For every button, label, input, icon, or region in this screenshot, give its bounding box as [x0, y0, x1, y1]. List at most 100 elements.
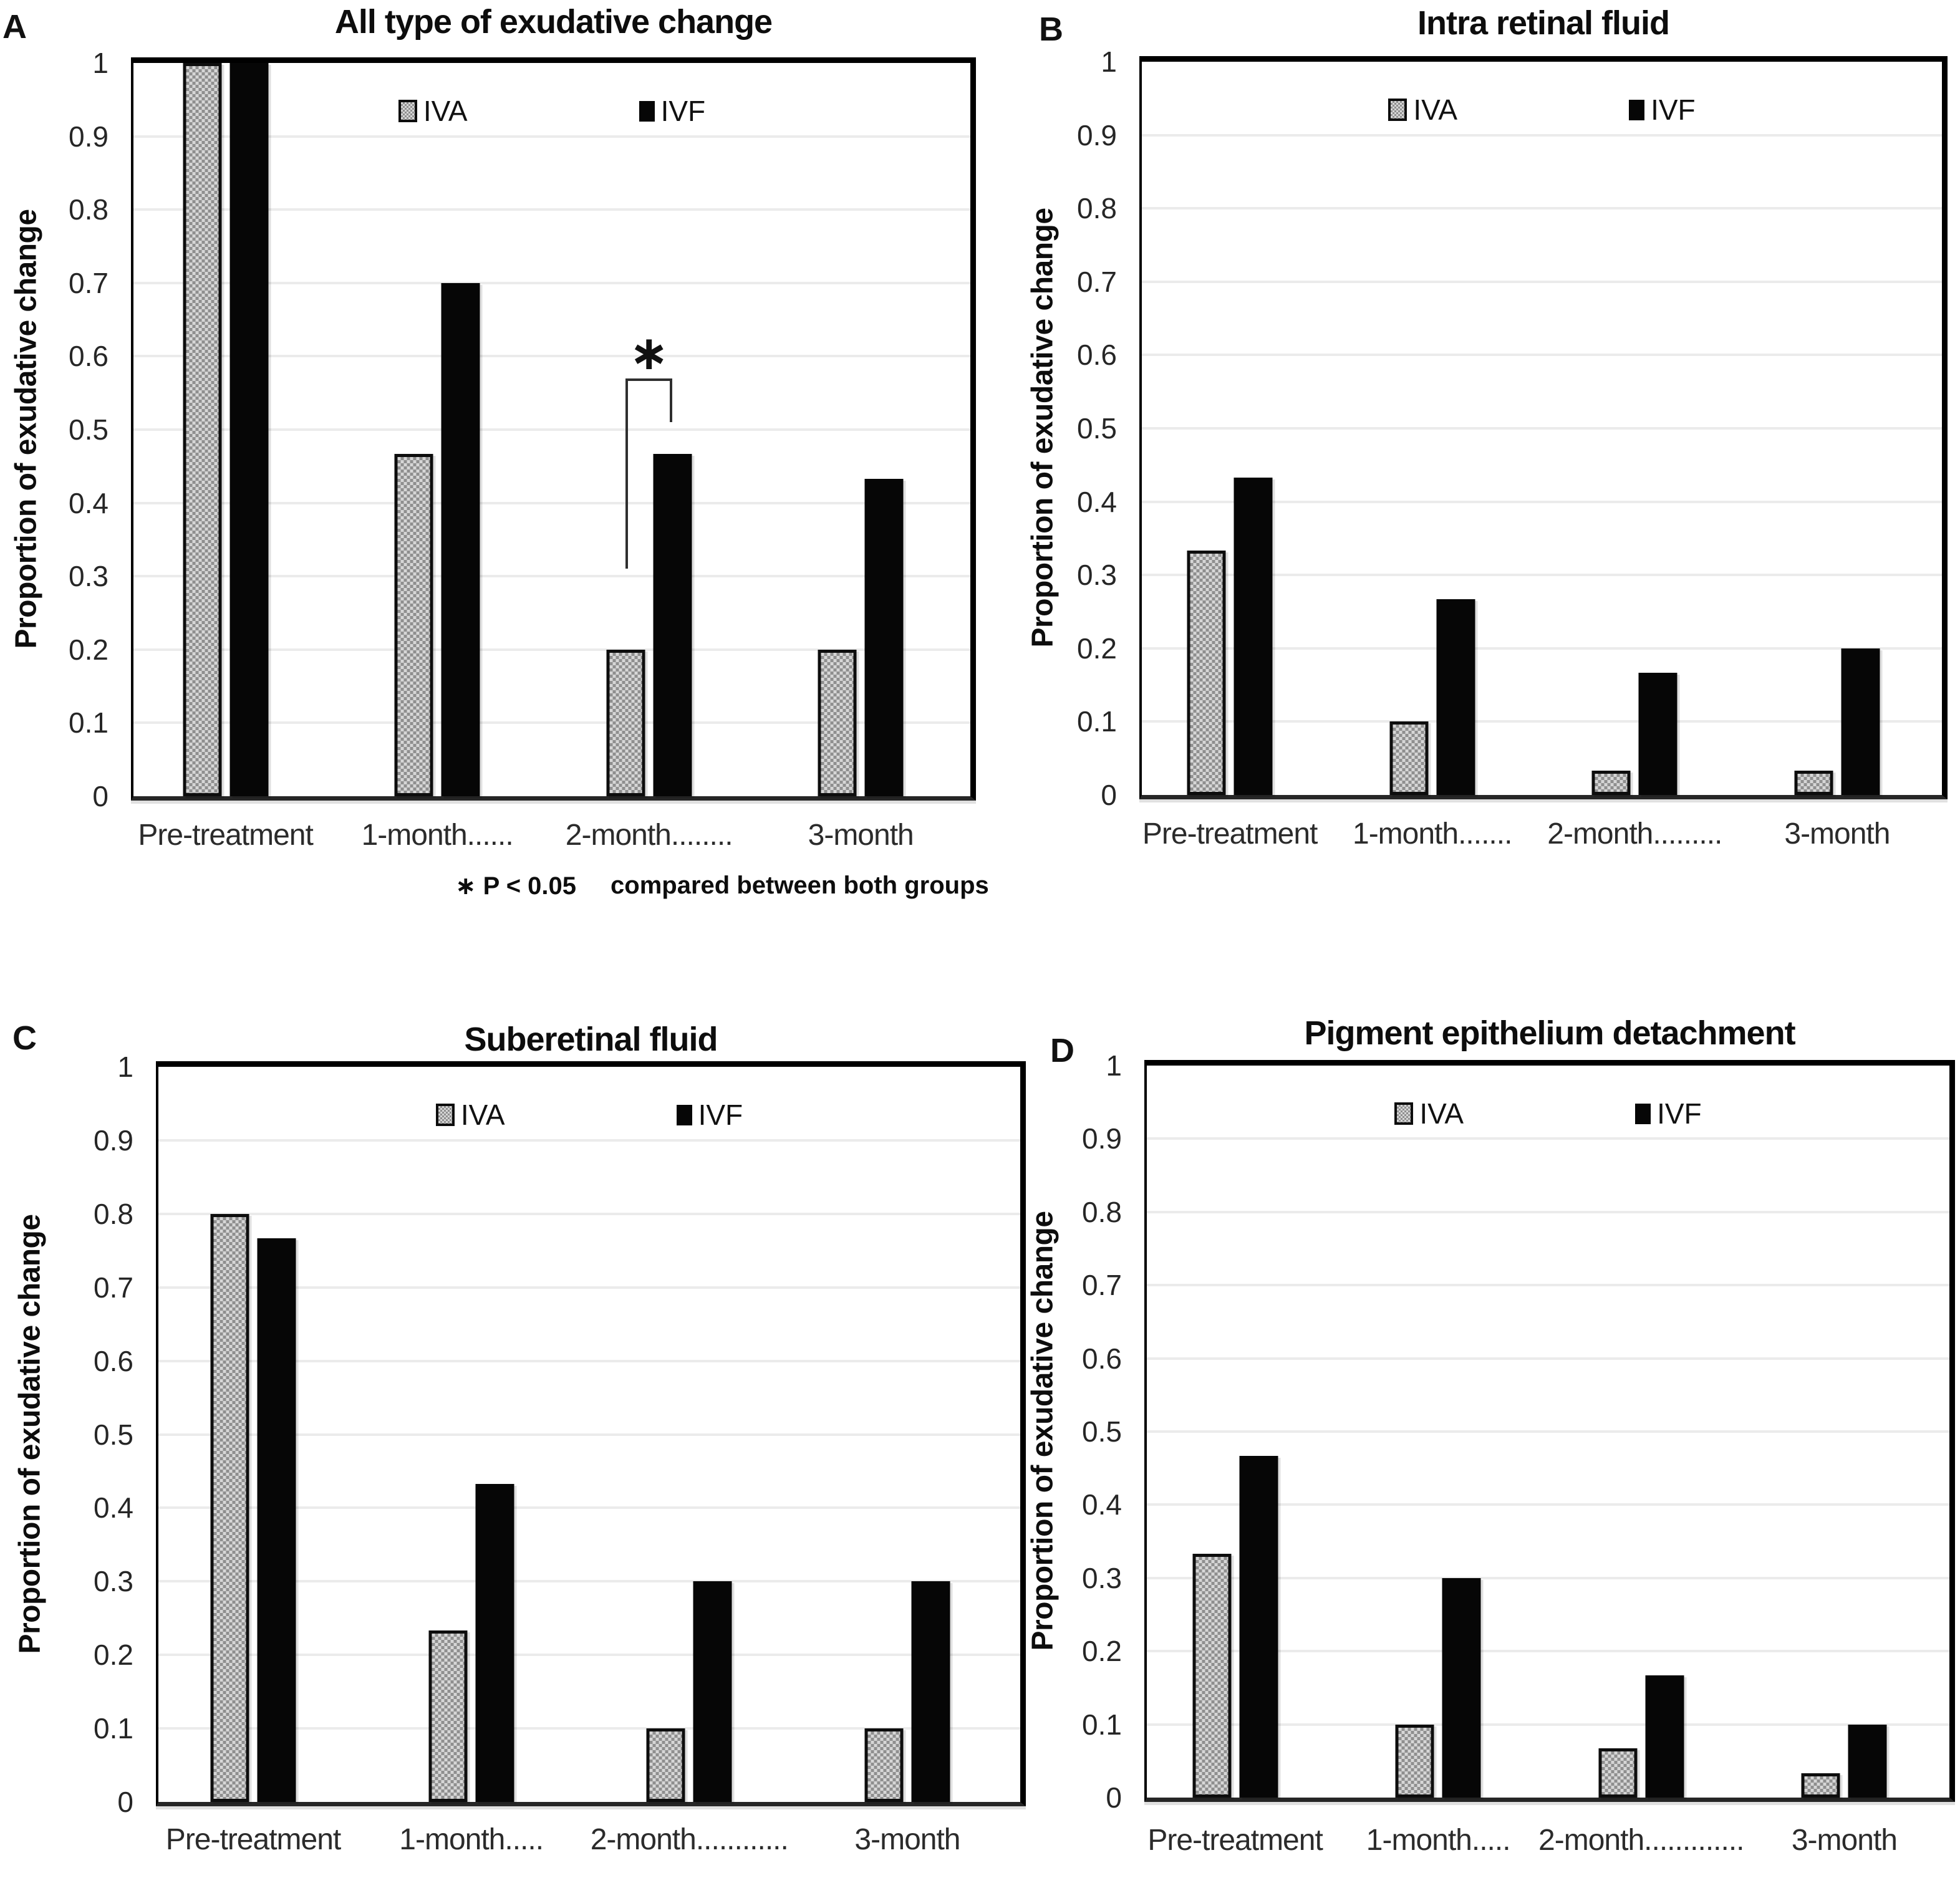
bar-group — [864, 1581, 950, 1802]
bar-ivf — [1436, 599, 1475, 795]
bar-iva — [183, 63, 222, 796]
bar-ivf — [911, 1581, 950, 1802]
bars-layer — [1142, 62, 1942, 795]
y-tick-label: 0.4 — [1077, 485, 1117, 518]
y-tick-label: 0 — [92, 780, 109, 812]
y-tick-label: 1 — [92, 47, 109, 79]
bar-ivf — [1848, 1724, 1887, 1798]
gridline — [1142, 574, 1942, 577]
annotation-layer: ∗ — [133, 63, 970, 796]
bar-ivf — [1638, 672, 1678, 795]
legend: IVA IVF — [158, 1098, 1020, 1132]
legend-swatch-ivf — [676, 1104, 692, 1125]
annotation-layer — [1142, 62, 1942, 795]
y-tick-label: 0 — [1101, 779, 1117, 811]
y-tick-label: 0.2 — [1082, 1635, 1122, 1668]
gridline — [158, 1506, 1020, 1510]
y-tick-label: 0.6 — [94, 1344, 133, 1377]
y-tick-label: 0.7 — [1082, 1269, 1122, 1302]
gridline — [1142, 427, 1942, 430]
gridline — [133, 501, 970, 504]
chart-panel: D Pigment epithelium detachment Proporti… — [1010, 954, 1960, 1878]
legend-label: IVF — [1651, 94, 1696, 126]
y-tick-label: 0.3 — [94, 1565, 133, 1598]
bar-iva — [646, 1728, 685, 1802]
gridline — [1142, 720, 1942, 723]
gridline — [133, 721, 970, 725]
chart-panel: B Intra retinal fluid Proportion of exud… — [1010, 0, 1960, 954]
x-tick-label: 3-month — [854, 1823, 960, 1856]
legend-label: IVA — [423, 95, 468, 127]
y-tick-label: 0 — [1106, 1781, 1122, 1814]
y-tick-label: 0.8 — [1082, 1195, 1122, 1228]
x-tick-label: 3-month — [1791, 1824, 1898, 1857]
gridline — [133, 281, 970, 284]
legend-label: IVF — [1657, 1097, 1702, 1130]
x-tick-label: 2-month......... — [1547, 817, 1722, 850]
x-tick-label: Pre-treatment — [1147, 1824, 1323, 1857]
x-tick-label: 2-month........ — [565, 819, 733, 852]
annotation-layer — [1147, 1066, 1949, 1798]
annotation-layer — [158, 1067, 1020, 1802]
bars-layer — [133, 63, 970, 796]
bar-iva — [864, 1728, 904, 1802]
gridline — [158, 1139, 1020, 1142]
x-tick-label: 1-month..... — [399, 1823, 544, 1856]
legend-label: IVF — [698, 1099, 743, 1131]
bar-group — [1187, 477, 1273, 795]
panel-letter: B — [1039, 11, 1063, 48]
x-tick-label: 3-month — [808, 819, 914, 852]
gridline — [158, 1654, 1020, 1657]
legend-item-iva: IVA — [435, 1098, 505, 1132]
gridline — [1147, 1210, 1949, 1213]
bar-iva — [1187, 551, 1226, 795]
y-tick-label: 0.3 — [1082, 1561, 1122, 1594]
y-tick-label: 0.3 — [1077, 559, 1117, 592]
y-tick-label: 0.8 — [1077, 192, 1117, 225]
y-tick-label: 0.1 — [69, 706, 109, 739]
legend-swatch-iva — [1394, 1102, 1414, 1125]
chart-title: Intra retinal fluid — [1417, 4, 1670, 42]
bar-group — [394, 282, 480, 796]
x-tick-label: Pre-treatment — [1142, 817, 1318, 850]
y-tick-label: 1 — [117, 1051, 133, 1083]
x-tick-label: 1-month...... — [361, 819, 514, 852]
gridline — [158, 1359, 1020, 1362]
y-tick-label: 0.5 — [1082, 1415, 1122, 1448]
plot-area: IVA IVF — [1139, 56, 1948, 799]
chart-title: Suberetinal fluid — [464, 1021, 718, 1058]
y-tick-label: 0.6 — [1077, 339, 1117, 372]
bar-group — [428, 1483, 514, 1802]
bracket-top-line — [625, 378, 673, 381]
bar-group — [818, 478, 904, 796]
footnote-note: compared between both groups — [611, 872, 989, 899]
bracket-right-line — [670, 378, 673, 423]
legend-swatch-ivf — [1629, 99, 1645, 120]
gridline — [1147, 1284, 1949, 1287]
gridline — [1142, 207, 1942, 210]
gridline — [158, 1433, 1020, 1436]
legend-label: IVA — [1419, 1097, 1464, 1130]
bar-iva — [428, 1630, 468, 1802]
x-tick-label: 1-month..... — [1366, 1824, 1511, 1857]
legend-label: IVA — [1413, 94, 1458, 126]
plot-inner: IVA IVF — [1147, 1066, 1949, 1798]
y-tick-label: 0.9 — [94, 1124, 133, 1157]
y-tick-label: 0.7 — [69, 266, 109, 299]
y-tick-label: 0.4 — [94, 1491, 133, 1524]
plot-inner: IVA IVF ∗ — [133, 63, 970, 796]
gridline — [133, 135, 970, 138]
gridline — [1142, 354, 1942, 357]
legend: IVA IVF — [133, 94, 970, 128]
chart-title: Pigment epithelium detachment — [1304, 1014, 1795, 1052]
gridline — [1147, 1357, 1949, 1360]
gridline — [1142, 133, 1942, 137]
y-tick-label: 0.5 — [94, 1418, 133, 1451]
y-axis-title: Proportion of exudative change — [1026, 208, 1060, 648]
gridline — [1147, 1503, 1949, 1506]
y-tick-label: 0.6 — [1082, 1342, 1122, 1375]
legend-swatch-ivf — [639, 100, 655, 122]
bar-group — [1395, 1577, 1481, 1798]
legend-item-iva: IVA — [1388, 93, 1457, 127]
